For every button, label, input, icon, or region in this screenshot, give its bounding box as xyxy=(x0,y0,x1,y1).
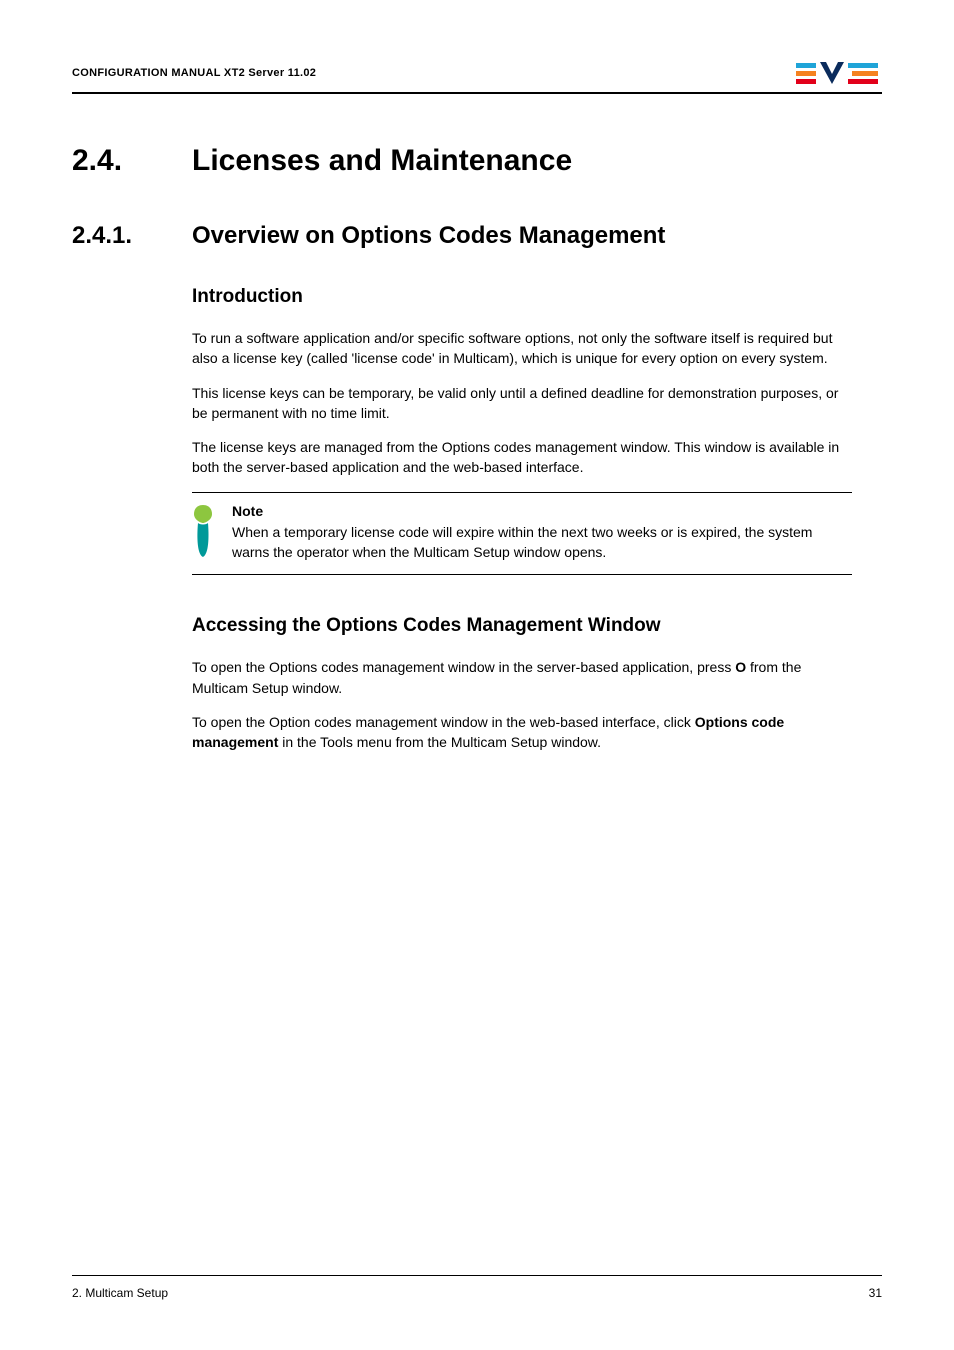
intro-p1: To run a software application and/or spe… xyxy=(192,328,852,369)
access-p1-a: To open the Options codes management win… xyxy=(192,659,735,675)
note-text: When a temporary license code will expir… xyxy=(232,522,822,563)
note-title: Note xyxy=(232,503,822,519)
access-p2-c: in the Tools menu from the Multicam Setu… xyxy=(278,734,601,750)
footer-right: 31 xyxy=(869,1286,882,1300)
access-p2: To open the Option codes management wind… xyxy=(192,712,852,753)
header-doc-title: CONFIGURATION MANUAL XT2 Server 11.02 xyxy=(72,67,316,79)
access-p1-b: O xyxy=(735,659,746,675)
evs-logo xyxy=(796,60,882,86)
content-area: Introduction To run a software applicati… xyxy=(192,286,852,753)
subsection-heading: 2.4.1. Overview on Options Codes Managem… xyxy=(72,222,882,250)
intro-heading: Introduction xyxy=(192,286,852,308)
access-p2-a: To open the Option codes management wind… xyxy=(192,714,695,730)
subsection-number: 2.4.1. xyxy=(72,222,192,250)
note-icon xyxy=(192,503,214,563)
footer-left: 2. Multicam Setup xyxy=(72,1286,168,1300)
access-p1: To open the Options codes management win… xyxy=(192,657,852,698)
page-footer: 2. Multicam Setup 31 xyxy=(72,1275,882,1300)
page-header: CONFIGURATION MANUAL XT2 Server 11.02 xyxy=(72,60,882,94)
evs-logo-svg xyxy=(796,60,882,86)
intro-p3: The license keys are managed from the Op… xyxy=(192,437,852,478)
intro-p2: This license keys can be temporary, be v… xyxy=(192,383,852,424)
note-body: Note When a temporary license code will … xyxy=(232,503,852,563)
section-number: 2.4. xyxy=(72,144,192,178)
access-heading: Accessing the Options Codes Management W… xyxy=(192,615,852,637)
subsection-title: Overview on Options Codes Management xyxy=(192,222,665,250)
section-heading: 2.4. Licenses and Maintenance xyxy=(72,144,882,178)
note-block: Note When a temporary license code will … xyxy=(192,492,852,576)
section-title: Licenses and Maintenance xyxy=(192,144,572,178)
